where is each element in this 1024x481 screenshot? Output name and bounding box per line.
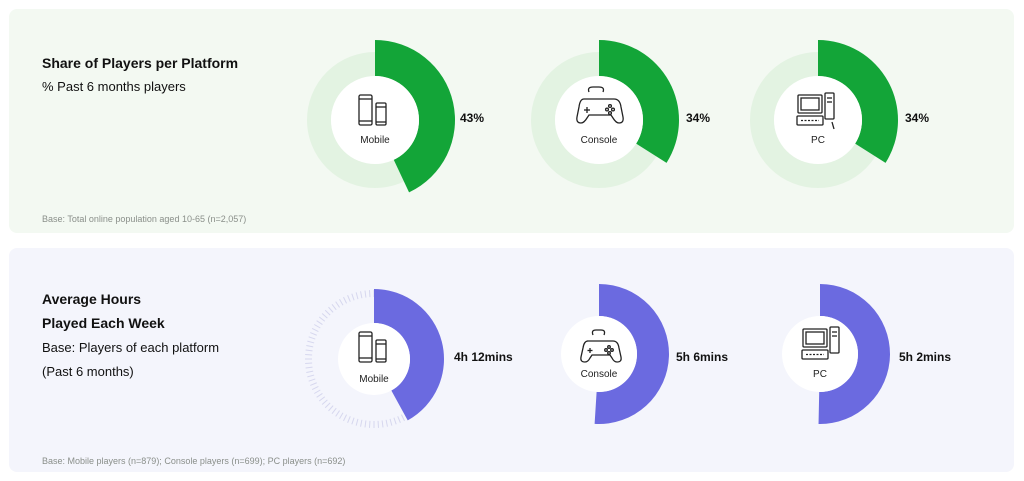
tick-mark bbox=[355, 418, 359, 426]
tick-mark bbox=[397, 416, 401, 423]
hours-segment-pc bbox=[818, 284, 890, 424]
tick-mark bbox=[331, 303, 337, 311]
share-donut-console: Console bbox=[531, 40, 679, 188]
share-donut-label-pc: PC bbox=[811, 135, 825, 146]
hours-segment-console bbox=[594, 284, 669, 424]
tick-mark bbox=[393, 417, 397, 425]
tick-mark bbox=[335, 301, 340, 308]
share-chart-title: Share of Players per Platform bbox=[42, 55, 239, 71]
share-donut-label-mobile: Mobile bbox=[360, 135, 390, 146]
share-segment-console bbox=[599, 40, 679, 163]
tick-mark bbox=[324, 402, 331, 409]
tick-mark bbox=[331, 407, 337, 415]
tick-mark bbox=[347, 295, 351, 302]
tick-mark bbox=[389, 418, 393, 426]
hours-donut-mobile: Mobile bbox=[305, 289, 444, 428]
donut-center bbox=[561, 316, 637, 392]
tick-mark bbox=[355, 292, 359, 300]
desktop-computer-icon bbox=[796, 92, 835, 130]
donut-center bbox=[774, 76, 862, 164]
hours-chart-title-line-1: Average Hours bbox=[42, 291, 142, 307]
tick-mark bbox=[305, 349, 313, 352]
share-chart-subtitle: % Past 6 months players bbox=[42, 79, 186, 94]
gamepad-icon bbox=[580, 329, 622, 363]
hours-value-console: 5h 6mins bbox=[676, 350, 729, 364]
tick-mark bbox=[324, 309, 331, 316]
share-value-pc: 34% bbox=[905, 111, 930, 125]
share-donut-label-console: Console bbox=[581, 135, 618, 146]
tick-mark bbox=[310, 332, 317, 336]
tick-mark bbox=[308, 378, 316, 382]
hours-value-mobile: 4h 12mins bbox=[454, 350, 513, 364]
hours-chart-subtitle-line-2: (Past 6 months) bbox=[42, 364, 134, 379]
tick-mark bbox=[321, 313, 328, 319]
tick-mark bbox=[308, 336, 316, 340]
tick-mark bbox=[335, 410, 340, 417]
tick-mark bbox=[311, 328, 319, 333]
tick-mark bbox=[364, 290, 367, 298]
tick-mark bbox=[307, 340, 315, 344]
hours-chart-subtitle-line-1: Base: Players of each platform bbox=[42, 340, 220, 355]
share-segment-mobile bbox=[375, 40, 455, 193]
tick-mark bbox=[351, 417, 355, 425]
donut-center bbox=[338, 323, 410, 395]
tick-mark bbox=[306, 345, 314, 348]
tick-mark bbox=[306, 370, 314, 373]
hours-chart-title-line-2: Played Each Week bbox=[42, 315, 165, 331]
hours-donut-pc: PC bbox=[782, 284, 890, 424]
share-donut-pc: PC bbox=[750, 40, 898, 188]
hours-donut-console: Console bbox=[561, 284, 669, 424]
hours-donut-label-console: Console bbox=[581, 369, 618, 380]
mobile-phones-icon bbox=[358, 94, 387, 126]
share-chart-base-note: Base: Total online population aged 10-65… bbox=[42, 214, 247, 224]
tick-mark bbox=[311, 385, 319, 390]
tick-mark bbox=[343, 414, 348, 422]
hours-chart-base-note: Base: Mobile players (n=879); Console pl… bbox=[42, 456, 346, 466]
tick-mark bbox=[318, 396, 326, 402]
tick-mark bbox=[385, 419, 388, 427]
tick-mark bbox=[339, 298, 344, 306]
tick-mark bbox=[318, 316, 326, 322]
share-segment-pc bbox=[818, 40, 898, 163]
gamepad-icon bbox=[576, 86, 624, 124]
tick-mark bbox=[360, 291, 363, 299]
share-value-mobile: 43% bbox=[460, 111, 485, 125]
tick-mark bbox=[305, 366, 313, 369]
tick-mark bbox=[316, 393, 323, 398]
donut-center bbox=[331, 76, 419, 164]
share-value-console: 34% bbox=[686, 111, 711, 125]
tick-mark bbox=[313, 389, 321, 394]
tick-mark bbox=[360, 419, 363, 427]
tick-mark bbox=[328, 306, 334, 313]
hours-donut-label-mobile: Mobile bbox=[359, 374, 389, 385]
share-donut-mobile: Mobile bbox=[307, 40, 455, 193]
tick-mark bbox=[307, 374, 315, 378]
mobile-phones-icon bbox=[358, 331, 387, 363]
tick-mark bbox=[339, 412, 344, 420]
tick-mark bbox=[351, 293, 355, 301]
tick-mark bbox=[321, 399, 328, 405]
tick-mark bbox=[310, 382, 317, 386]
donut-center bbox=[555, 76, 643, 164]
tick-mark bbox=[328, 405, 334, 412]
tick-mark bbox=[381, 420, 384, 428]
hours-segment-mobile bbox=[374, 289, 444, 421]
tick-mark bbox=[364, 420, 367, 428]
tick-mark bbox=[313, 324, 321, 329]
desktop-computer-icon bbox=[801, 326, 840, 360]
tick-mark bbox=[316, 320, 323, 325]
hours-value-pc: 5h 2mins bbox=[899, 350, 952, 364]
tick-mark bbox=[347, 416, 351, 423]
hours-donut-label-pc: PC bbox=[813, 369, 827, 380]
tick-mark bbox=[343, 296, 348, 304]
tick-mark bbox=[400, 414, 405, 422]
